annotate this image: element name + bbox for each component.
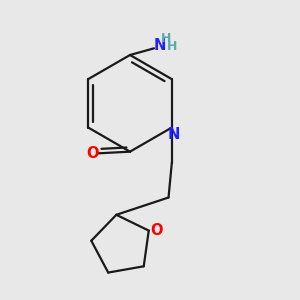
Text: O: O <box>86 146 99 161</box>
Text: H: H <box>167 40 178 53</box>
Text: N: N <box>167 127 180 142</box>
Text: O: O <box>150 223 162 238</box>
Text: N: N <box>153 38 166 53</box>
Text: H: H <box>161 32 171 45</box>
